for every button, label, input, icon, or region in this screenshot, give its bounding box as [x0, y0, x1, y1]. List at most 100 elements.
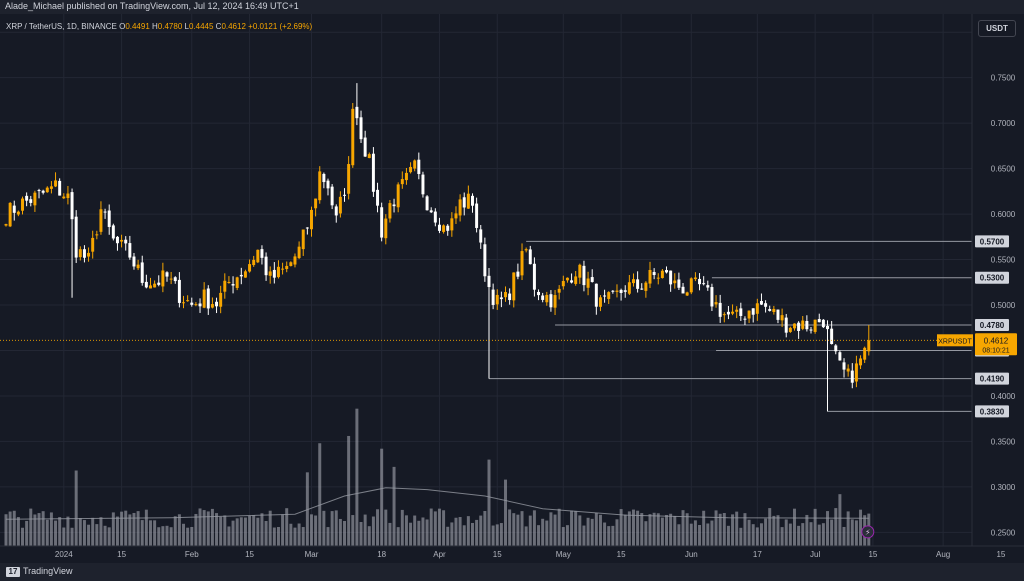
candle-body — [809, 329, 813, 331]
volume-bar — [384, 509, 388, 546]
volume-bar — [495, 524, 499, 546]
volume-bar — [557, 508, 561, 546]
volume-bar — [231, 520, 235, 546]
volume-bar — [8, 511, 12, 546]
candle-body — [677, 279, 681, 288]
volume-bar — [809, 522, 813, 546]
candle-body — [297, 246, 301, 259]
volume-bar — [400, 509, 404, 546]
volume-bar — [359, 521, 363, 546]
volume-bar — [326, 527, 330, 546]
volume-bar — [586, 517, 590, 546]
level-price-tag — [975, 235, 1009, 248]
volume-bar — [805, 514, 809, 546]
tradingview-logo[interactable]: 17 TradingView — [6, 566, 73, 577]
candle-body — [768, 309, 772, 311]
candle-body — [698, 278, 702, 285]
candle-body — [82, 249, 86, 258]
volume-bar — [115, 516, 119, 546]
candle-body — [264, 256, 268, 276]
candle-body — [421, 174, 425, 195]
volume-bar — [45, 519, 49, 546]
candle-body — [726, 311, 730, 315]
candle-body — [454, 213, 458, 219]
volume-bar — [751, 524, 755, 546]
volume-bar — [619, 509, 623, 546]
volume-bar — [376, 509, 380, 546]
level-price-tag — [975, 271, 1009, 284]
candle-body — [276, 266, 280, 278]
volume-bar — [681, 510, 685, 546]
candle-body — [603, 295, 607, 297]
volume-bar — [850, 519, 854, 546]
candle-body — [136, 264, 140, 269]
volume-bar — [153, 520, 157, 546]
volume-bar — [479, 515, 483, 546]
level-price-tag — [975, 405, 1009, 418]
volume-bar — [380, 448, 384, 546]
candle-body — [821, 319, 825, 328]
candle-body — [91, 237, 95, 252]
candle-body — [70, 192, 74, 220]
time-axis[interactable]: 2024 15 Feb 15 Mar 18 Apr 15 May 15 Jun 17 Jul 15 Aug 1… — [0, 545, 1024, 559]
candle-body — [735, 309, 739, 312]
volume-bar — [371, 516, 375, 546]
volume-bar — [367, 526, 371, 546]
candle-body — [351, 108, 355, 166]
candle-body — [731, 311, 735, 314]
candle-body — [227, 281, 231, 283]
candle-body — [223, 280, 227, 292]
volume-bar — [743, 513, 747, 546]
volume-bar — [788, 523, 792, 546]
x-tick-label: 17 — [753, 550, 762, 559]
candle-body — [437, 224, 441, 231]
volume-bar — [611, 525, 615, 546]
candle-body — [842, 362, 846, 370]
price-axis[interactable]: 0.80000.75000.70000.65000.60000.55000.50… — [971, 14, 1024, 563]
volume-bar — [91, 517, 95, 546]
volume-bar — [338, 518, 342, 546]
candle-body — [202, 289, 206, 308]
volume-bar — [830, 519, 834, 546]
volume-bar — [396, 527, 400, 546]
candle-body — [751, 308, 755, 315]
candle-body — [173, 277, 177, 282]
volume-bar — [136, 511, 140, 546]
volume-bar — [41, 511, 45, 546]
volume-bar — [731, 514, 735, 546]
volume-bar — [578, 515, 582, 546]
volume-bar — [462, 525, 466, 546]
candle-body — [776, 309, 780, 320]
volume-bar — [574, 510, 578, 546]
candle-body — [702, 283, 706, 285]
volume-bar — [483, 510, 487, 546]
countdown-label: 08:10:21 — [982, 347, 1009, 354]
candle-body — [87, 252, 91, 257]
volume-bar — [537, 525, 541, 546]
volume-bar — [120, 511, 124, 546]
candle-body — [623, 290, 627, 292]
candle-body — [759, 301, 763, 305]
candle-body — [95, 234, 99, 236]
currency-button[interactable]: USDT — [978, 20, 1016, 37]
volume-bar — [512, 513, 516, 546]
candle-body — [400, 179, 404, 185]
volume-bar — [99, 517, 103, 546]
x-tick-label: 15 — [245, 550, 254, 559]
candle-body — [343, 194, 346, 196]
candle-body — [619, 289, 623, 293]
volume-bar — [182, 523, 185, 546]
volume-bar — [570, 510, 574, 546]
price-chart[interactable]: ⚡ 0.80000.75000.70000.65000.60000.55000.… — [0, 14, 1024, 563]
volume-bar — [673, 516, 677, 546]
volume-bar — [433, 511, 437, 546]
candle-body — [834, 345, 838, 352]
candle-body — [371, 153, 375, 192]
volume-bar — [49, 512, 53, 546]
candle-body — [471, 195, 474, 206]
volume-bar — [772, 515, 776, 546]
low-key: L — [185, 22, 190, 31]
candle-body — [115, 236, 119, 244]
volume-bar — [656, 513, 660, 546]
candle-body — [433, 211, 437, 223]
